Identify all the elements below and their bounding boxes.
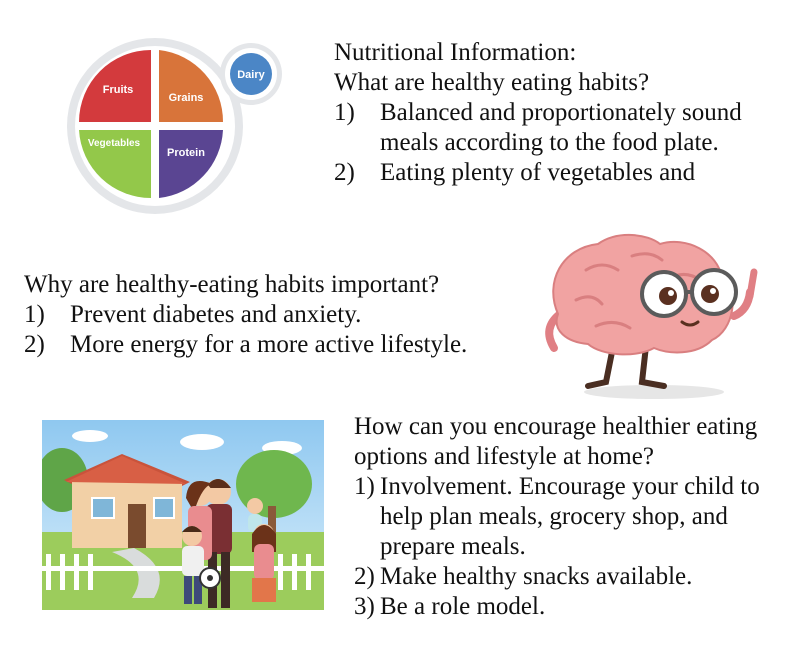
list-text: Prevent diabetes and anxiety.: [70, 301, 362, 328]
dairy-circle: [230, 53, 272, 95]
family-house-illustration: [42, 420, 324, 610]
section-why-important: Why are healthy-eating habits important?…: [24, 270, 524, 360]
list-text: Make healthy snacks available.: [380, 563, 693, 590]
list-text: Balanced and proportionately sound meals…: [380, 99, 742, 156]
list-item: 1) Involvement. Encourage your child to …: [354, 472, 774, 562]
list-text: Eating plenty of vegetables and: [380, 159, 696, 186]
list-number: 1): [24, 301, 45, 328]
grains-label: Grains: [169, 92, 204, 104]
list-number: 3): [354, 593, 375, 620]
section1-heading: Nutritional Information:: [334, 39, 577, 66]
section3-question: How can you encourage healthier eating o…: [354, 413, 758, 470]
list-number: 1): [354, 473, 375, 500]
section-healthy-habits: Nutritional Information: What are health…: [334, 38, 774, 188]
vegetables-segment: [79, 130, 151, 199]
list-item: 2) More energy for a more active lifesty…: [24, 330, 524, 360]
section-encourage-at-home: How can you encourage healthier eating o…: [354, 412, 774, 622]
list-item: 2) Make healthy snacks available.: [354, 562, 774, 592]
list-number: 2): [334, 159, 355, 186]
protein-label: Protein: [167, 147, 205, 159]
list-item: 1) Prevent diabetes and anxiety.: [24, 300, 524, 330]
list-number: 2): [24, 331, 45, 358]
fruits-label: Fruits: [103, 84, 134, 96]
vegetables-label: Vegetables: [88, 138, 141, 149]
section1-question: What are healthy eating habits?: [334, 69, 650, 96]
list-item: 2) Eating plenty of vegetables and: [334, 158, 774, 188]
dairy-label: Dairy: [237, 69, 265, 81]
list-number: 1): [334, 99, 355, 126]
grains-segment: [159, 50, 224, 122]
list-text: Involvement. Encourage your child to hel…: [380, 473, 760, 560]
food-plate-illustration: Fruits Grains Vegetables Protein Dairy: [67, 38, 282, 214]
list-number: 2): [354, 563, 375, 590]
list-item: 1) Balanced and proportionately sound me…: [334, 98, 774, 158]
list-text: More energy for a more active lifestyle.: [70, 331, 468, 358]
fruits-segment: [79, 50, 151, 122]
protein-segment: [159, 130, 223, 198]
list-text: Be a role model.: [380, 593, 546, 620]
list-item: 3) Be a role model.: [354, 592, 774, 622]
brain-character-illustration: [545, 233, 758, 399]
section2-question: Why are healthy-eating habits important?: [24, 271, 440, 298]
